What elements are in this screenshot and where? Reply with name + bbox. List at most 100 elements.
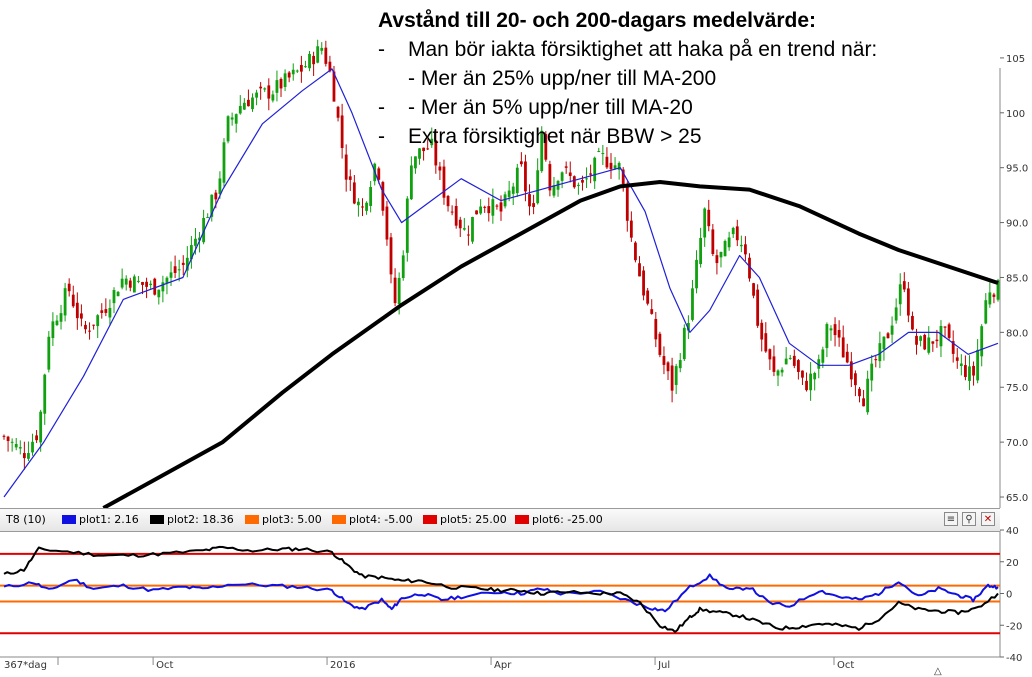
candle [316, 39, 320, 64]
properties-icon[interactable]: ≡ [944, 512, 958, 526]
candle [275, 70, 279, 102]
candle [467, 225, 470, 246]
legend-entry-plot6: plot6: -25.00 [515, 513, 603, 526]
candle [976, 339, 980, 384]
candle [731, 226, 735, 238]
legend-entry-plot2: plot2: 18.36 [150, 513, 234, 526]
candle [422, 147, 425, 161]
candle [711, 224, 715, 257]
candle [31, 433, 34, 456]
indicator-pane[interactable] [0, 545, 1000, 635]
candle [230, 112, 234, 126]
candle [951, 330, 955, 363]
candle [923, 333, 927, 351]
candle [788, 354, 792, 360]
candle [340, 103, 344, 159]
candle [825, 322, 829, 358]
candle [972, 361, 975, 386]
candle [617, 161, 621, 180]
candle [189, 236, 193, 269]
candle [55, 315, 59, 327]
candle [462, 217, 466, 231]
candle [813, 371, 817, 391]
magnify-icon[interactable]: ⚲ [962, 512, 976, 526]
candle [959, 354, 963, 376]
candle [295, 69, 299, 73]
candle [438, 161, 442, 181]
candle [744, 236, 747, 261]
candle [801, 370, 804, 386]
candle [629, 211, 633, 242]
candle [279, 77, 283, 97]
candle [564, 161, 568, 174]
price-pane[interactable] [0, 39, 1001, 658]
candle [80, 304, 83, 327]
legend-label: plot5: 25.00 [440, 513, 507, 526]
candle [662, 346, 666, 375]
candle [255, 89, 258, 106]
candle [939, 320, 943, 358]
candle [666, 361, 670, 380]
candle [911, 311, 914, 331]
candle [198, 232, 201, 253]
candle [88, 322, 91, 340]
candle [638, 256, 641, 277]
legend-label: plot3: 5.00 [262, 513, 322, 526]
candle [352, 174, 356, 205]
candle [817, 354, 821, 379]
candle [116, 290, 120, 297]
candle [866, 370, 870, 415]
candle [955, 348, 959, 369]
price-y-axis: 65.0 70.0 75.0 80.0 85.0 90.0 95.0 100 105 [1000, 54, 1028, 504]
candle [401, 250, 405, 281]
x-tick-label: Jul [657, 660, 670, 671]
candle [267, 78, 271, 111]
candle [760, 319, 764, 352]
candle [642, 266, 645, 301]
legend-entry-plot3: plot3: 5.00 [245, 513, 322, 526]
price-tick-label: 65.0 [1006, 493, 1028, 504]
plot2-line [3, 545, 999, 633]
legend-entry-plot5: plot5: 25.00 [423, 513, 507, 526]
annotation-text: Extra försiktighet när BBW > 25 [408, 125, 702, 148]
annotation-item: - Mer än 25% upp/ner till MA-200 [378, 64, 1028, 93]
candle [238, 95, 242, 115]
candle [39, 409, 43, 452]
candle [845, 343, 849, 364]
legend-swatch [245, 515, 259, 524]
annotation-marker: - [378, 125, 385, 148]
candle [878, 331, 882, 369]
candle [902, 272, 906, 293]
candle [670, 357, 674, 403]
candle [984, 293, 988, 325]
annotation-item: - Man bör iakta försiktighet att haka på … [378, 35, 1028, 64]
candle [678, 353, 682, 373]
close-icon[interactable]: ✕ [981, 512, 995, 526]
triangle-up-icon[interactable]: △ [934, 666, 942, 677]
candle [263, 87, 267, 93]
candle [320, 42, 324, 55]
indicator-title-bar: T8 (10) plot1: 2.16 plot2: 18.36 plot3: … [0, 508, 1000, 532]
candle [858, 386, 861, 403]
annotation-text: - Mer än 25% upp/ner till MA-200 [408, 67, 717, 90]
candle [10, 438, 14, 452]
candle [964, 355, 967, 381]
candle [727, 231, 731, 251]
candle [495, 204, 499, 210]
candle [247, 89, 250, 107]
candle [634, 241, 637, 263]
candle [532, 194, 535, 215]
candle [601, 145, 605, 166]
indicator-tick-label: 0 [1006, 590, 1012, 601]
candle [784, 346, 788, 365]
candle [756, 284, 760, 328]
candle [609, 153, 613, 179]
candle [613, 157, 617, 170]
candle [931, 341, 935, 352]
candle [430, 127, 434, 148]
candle [185, 246, 189, 278]
annotation-marker: - [378, 96, 385, 119]
candle [202, 209, 206, 245]
price-tick-label: 85.0 [1006, 273, 1028, 284]
